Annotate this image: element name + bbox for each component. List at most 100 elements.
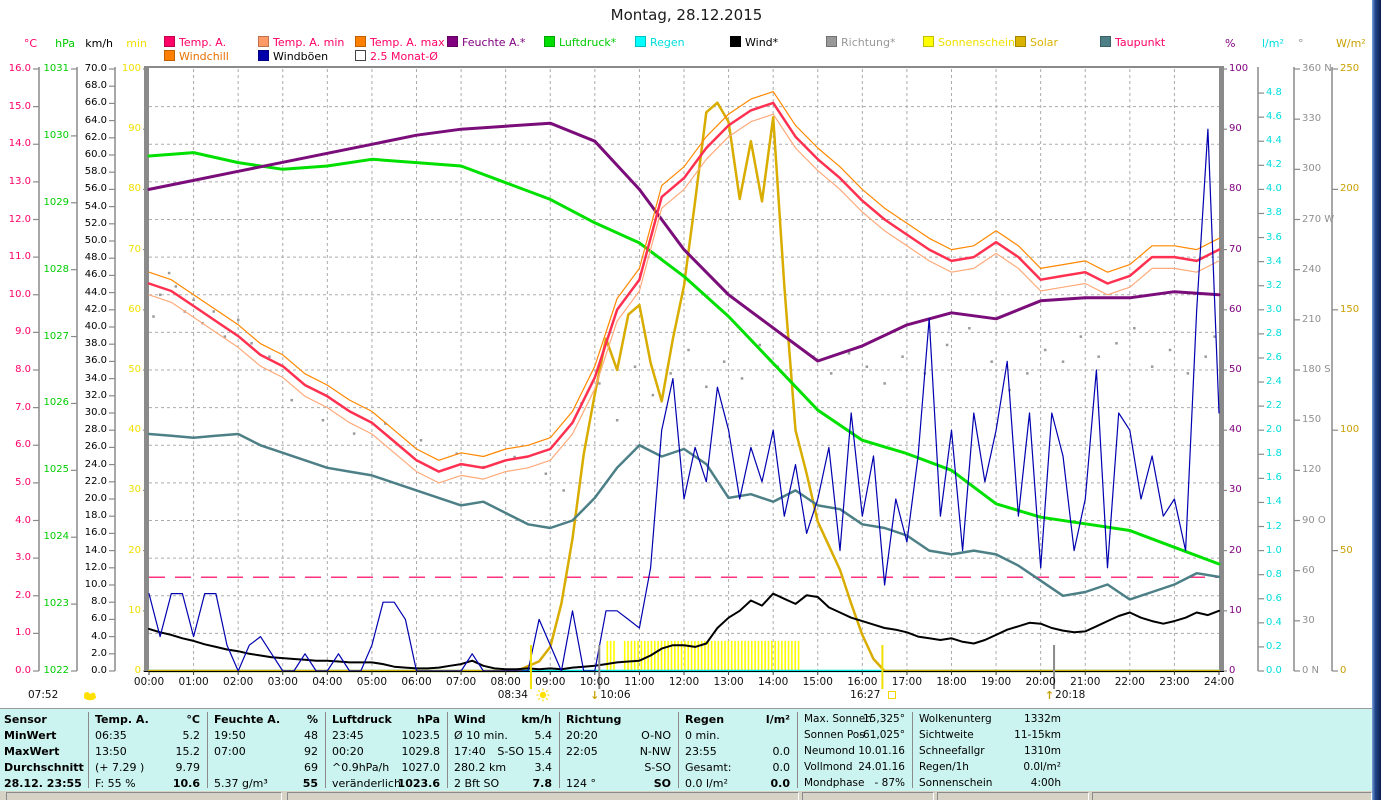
legend-swatch-sonnenschein [923,36,934,47]
richtung-dot [990,360,993,363]
table-cell-left: Gesamt: [685,761,732,774]
richtung-dot [158,293,162,297]
table-header-name: Regen [685,713,725,726]
plot-border-top [144,66,1224,68]
richtung-dot [1204,355,1207,358]
table-column-separator [797,712,798,788]
legend-item-richtung[interactable]: Richtung* [826,36,895,49]
richtung-dot [687,348,690,352]
sun-icon-ray [537,689,541,693]
legend-item-windchill[interactable]: Windchill [164,50,229,63]
richtung-dot [651,393,655,397]
richtung-dot [1168,348,1172,352]
table-cell-left: 23:55 [685,745,717,758]
plot-border-right [1219,66,1224,672]
table-cell-value: - 87% [874,777,905,789]
legend-label-temp-max: Temp. A. max [370,36,445,49]
table-cell-astro: Sonnen Pos -61,025° [801,728,908,743]
desktop-background-edge [1372,0,1381,800]
legend-swatch-temp [164,36,175,47]
table-row-label: MaxWert [4,744,86,759]
table-row-label-text: MaxWert [4,745,60,758]
table-cell-wind: Ø 10 min. 5.4 [451,728,555,743]
richtung-dot [1213,335,1216,338]
table-cell-left: 19:50 [214,729,246,742]
table-cell-value: S-SO [644,761,671,774]
table-cell-info: Sichtweite 11-15km [916,728,1064,743]
table-cell-richtung: S-SO [563,760,674,775]
richtung-dot [174,285,178,288]
table-cell-value: 15.2 [175,745,201,758]
table-cell-regen: 0.0 l/m² 0.0 [682,776,793,791]
legend-item-feuchte[interactable]: Feuchte A.* [447,36,525,49]
series-temp_min [148,113,1220,484]
legend-label-sonnenschein: Sonnenschein [938,36,1015,49]
legend-item-temp[interactable]: Temp. A. [164,36,226,49]
richtung-dot [945,343,949,347]
table-cell-wind: 2 Bft SO 7.8 [451,776,555,791]
table-row-label-text: MinWert [4,729,57,742]
legend-label-windchill: Windchill [179,50,229,63]
table-cell-left: Wolkenunterg [919,713,992,725]
table-cell-value: 4:00h [1030,777,1061,789]
richtung-dot [236,318,240,322]
legend-swatch-richtung [826,36,837,47]
table-header-feuchte: Feuchte A.% [211,712,321,727]
legend-item-luftdruck[interactable]: Luftdruck* [544,36,616,49]
legend-item-temp-max[interactable]: Temp. A. max [355,36,445,49]
legend-item-regen[interactable]: Regen [635,36,685,49]
table-cell-left: Regen/1h [919,761,969,773]
richtung-dot [722,360,726,363]
legend-item-taupunkt[interactable]: Taupunkt [1100,36,1165,49]
richtung-dot [212,310,215,313]
table-cell-left: veränderlich [332,777,401,790]
table-header-name: Feuchte A. [214,713,281,726]
table-row-label: MinWert [4,728,86,743]
table-cell-value: 1029.8 [401,745,441,758]
richtung-dot [901,355,904,358]
legend-item-wind[interactable]: Wind* [730,36,778,49]
sun-icon-ray [537,697,541,701]
table-cell-luftdruck: ^0.9hPa/h 1027.0 [329,760,443,775]
series-temp_max [148,90,1220,461]
plot-border-left [144,66,149,672]
legend-item-monat[interactable]: 2.5 Monat-Ø [355,50,438,63]
table-cell-left: 17:40 [454,745,486,758]
table-cell-astro: Vollmond 24.01.16 [801,760,908,775]
table-column-separator [678,712,679,788]
table-cell-left: Neumond [804,745,855,757]
table-header-wind: Wind km/h [451,712,555,727]
table-header-name: Wind [454,713,486,726]
legend-item-windboeen[interactable]: Windböen [258,50,328,63]
table-cell-value: N-NW [639,745,671,758]
legend-item-temp-min[interactable]: Temp. A. min [258,36,344,49]
table-cell-richtung: 124 ° SO [563,776,674,791]
table-cell-value: 0.0 [772,761,791,774]
legend-item-sonnenschein[interactable]: Sonnenschein [923,36,1015,49]
table-cell-left: 2 Bft SO [454,777,500,790]
table-cell-left: Mondphase [804,777,865,789]
legend-label-windboeen: Windböen [273,50,329,63]
table-cell-value: 10.6 [172,777,200,790]
table-cell-value: 69 [304,761,318,774]
richtung-dot [1026,372,1029,375]
legend-label-solar: Solar [1030,36,1059,49]
richtung-dot [1133,326,1136,330]
table-cell-value: 1310m [1024,745,1061,757]
legend-item-solar[interactable]: Solar [1015,36,1058,49]
table-cell-feuchte: 69 [211,760,321,775]
richtung-dot [352,432,356,435]
table-cell-wind: 17:40 S-SO 15.4 [451,744,555,759]
table-row-label-text: Sensor [4,713,47,726]
table-cell-value: S-SO 15.4 [497,745,552,758]
table-cell-astro: Mondphase - 87% [801,776,908,791]
table-cell-left: ^0.9hPa/h [332,761,390,774]
legend-label-wind: Wind* [745,36,779,49]
table-cell-value: 5.2 [182,729,201,742]
legend-swatch-luftdruck [544,36,555,47]
series-temp [147,101,1221,473]
table-cell-left: Sonnen Pos [804,729,865,741]
table-cell-value: 9.79 [175,761,201,774]
legend-label-monat: 2.5 Monat-Ø [370,50,438,63]
